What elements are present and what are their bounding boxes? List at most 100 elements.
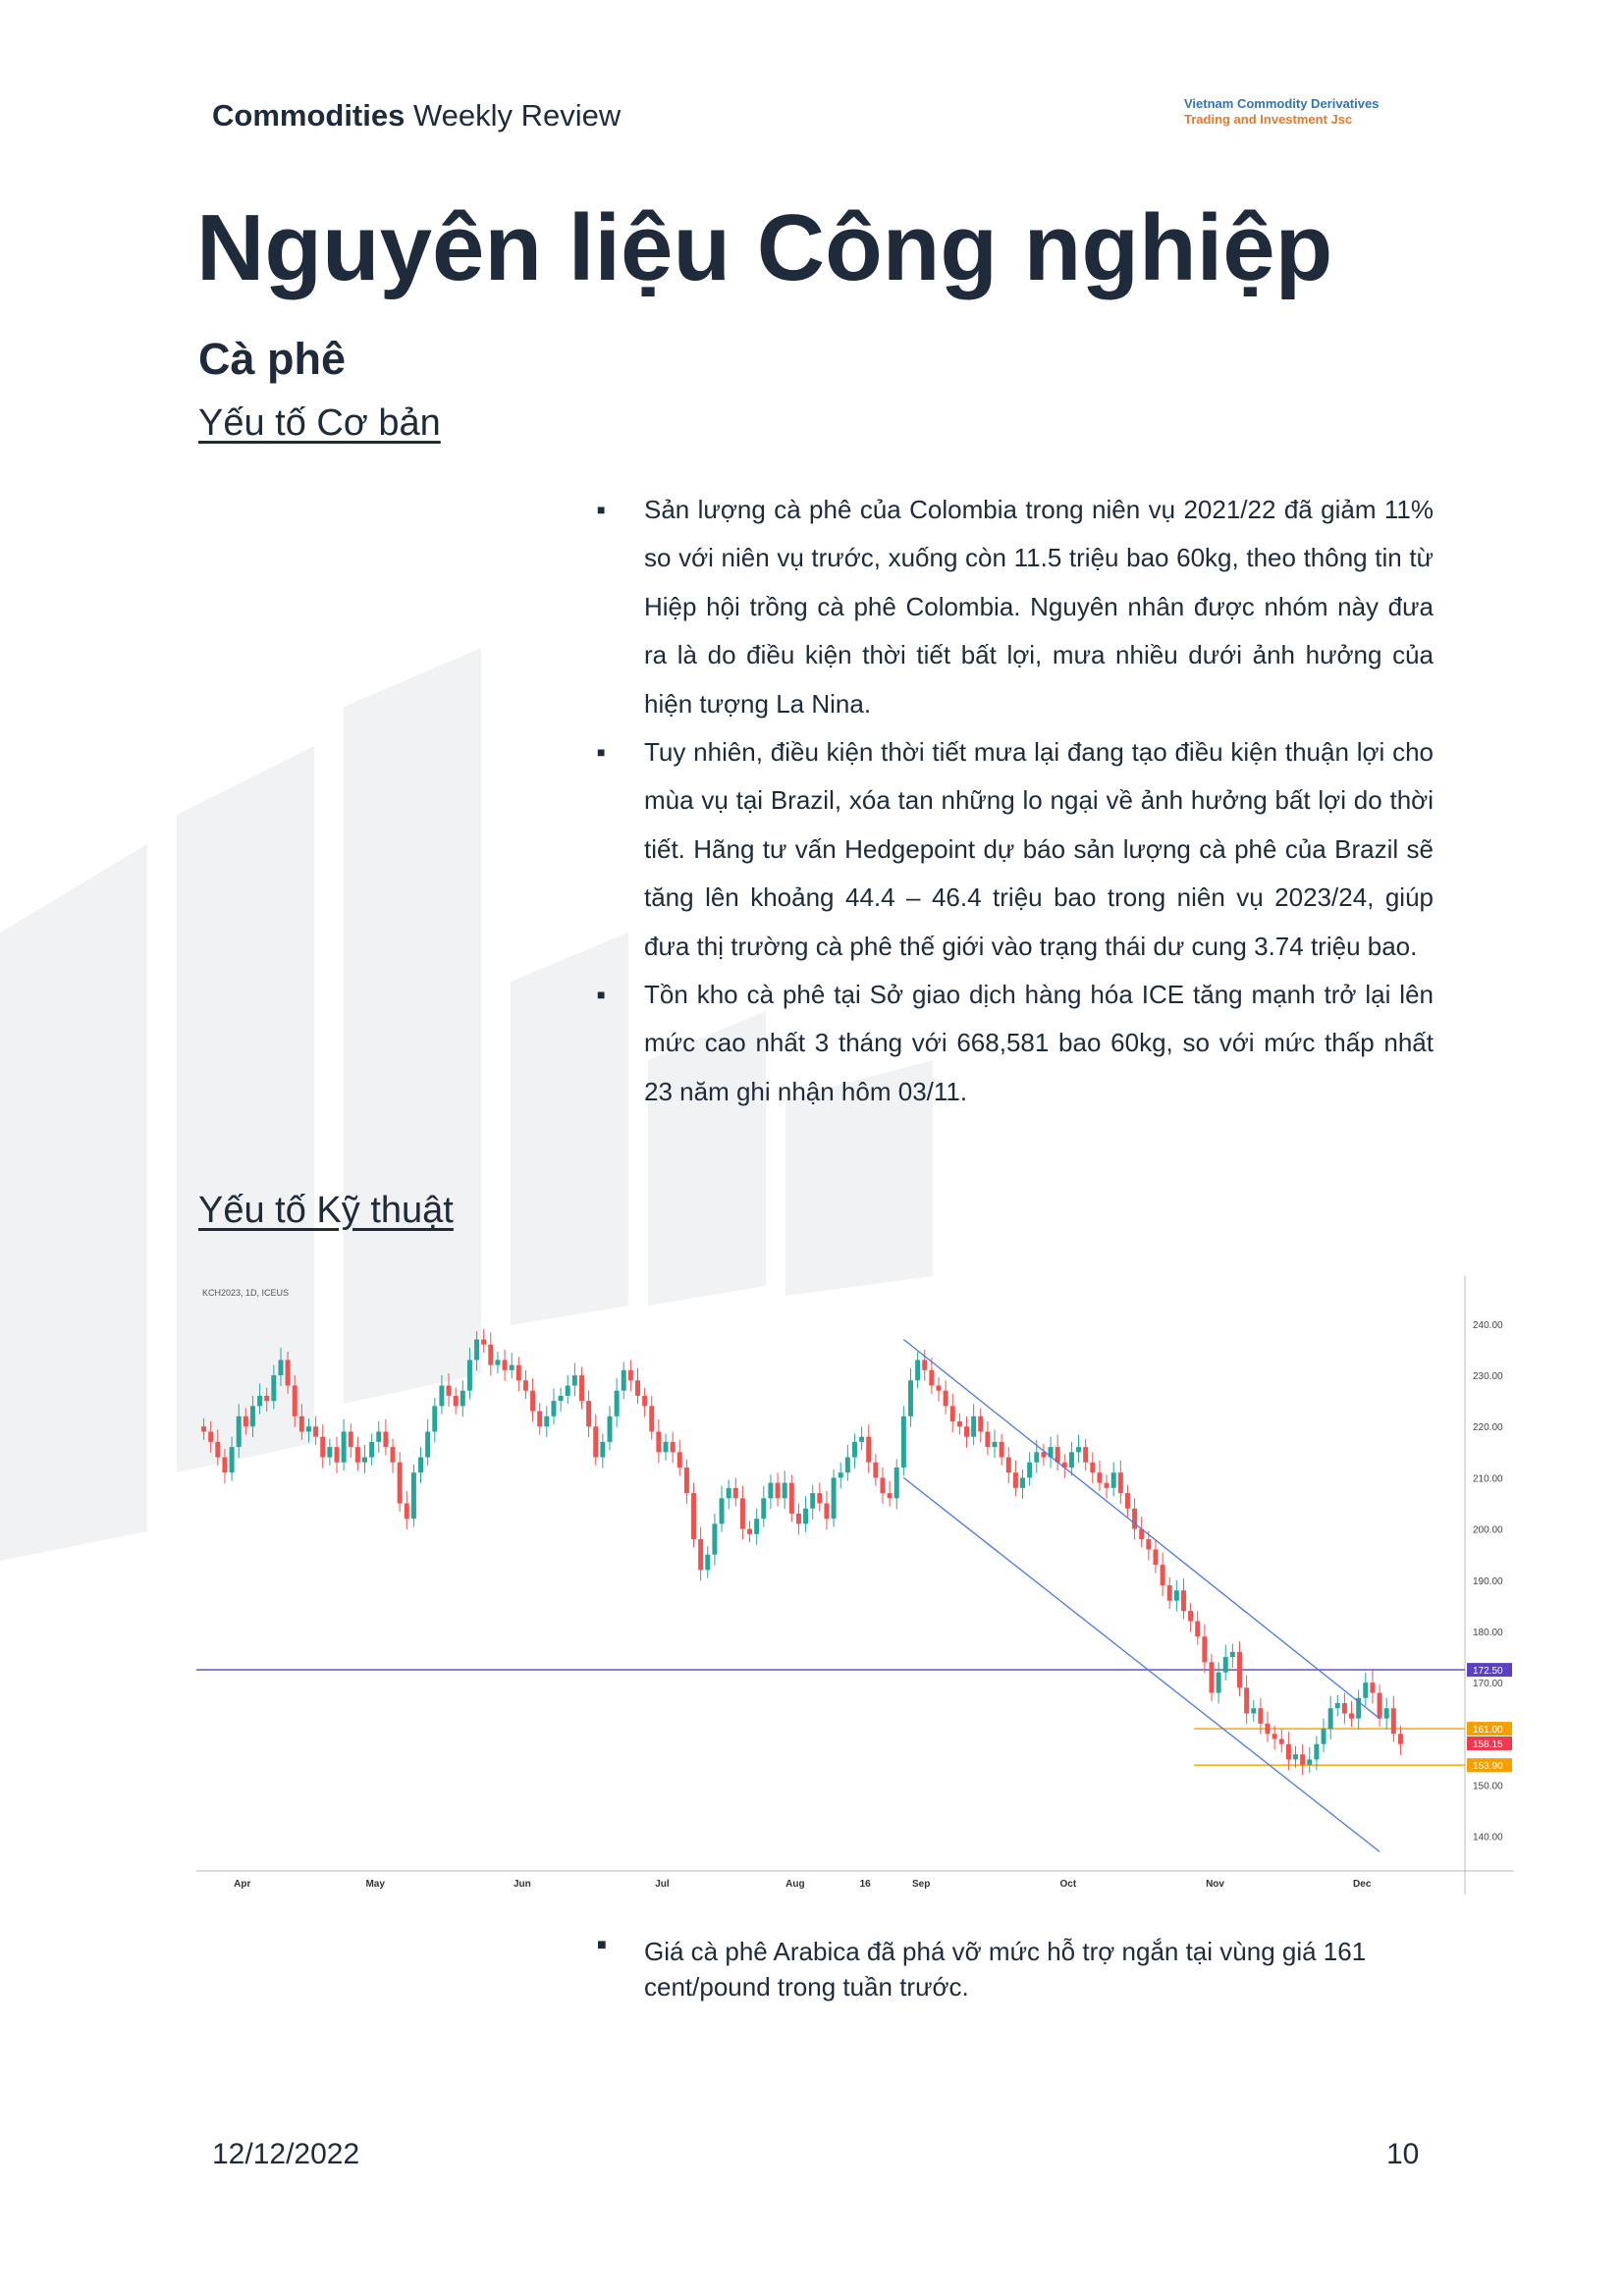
x-tick-label: May	[365, 1879, 385, 1890]
x-tick-label: Dec	[1353, 1879, 1372, 1890]
candle-body	[383, 1431, 389, 1448]
candle-body	[593, 1426, 599, 1458]
candle-body	[1090, 1462, 1096, 1473]
candle-body	[578, 1375, 584, 1402]
candle-body	[887, 1493, 893, 1499]
candle-body	[1027, 1462, 1033, 1478]
candle-body	[642, 1395, 648, 1407]
candle-body	[1132, 1508, 1138, 1529]
candle-body	[1327, 1708, 1333, 1730]
candle-body	[705, 1554, 711, 1571]
list-item: ■ Giá cà phê Arabica đã phá vỡ mức hỗ trợ…	[589, 1934, 1434, 2004]
candle-body	[502, 1360, 508, 1370]
candle-body	[565, 1385, 570, 1396]
candle-body	[900, 1415, 906, 1468]
candle-body	[404, 1503, 409, 1520]
candle-body	[1278, 1738, 1284, 1744]
candle-body	[1034, 1452, 1040, 1463]
candle-body	[1202, 1636, 1208, 1663]
candle-body	[1216, 1672, 1221, 1693]
candle-body	[1236, 1651, 1242, 1688]
header-title: Commodities Weekly Review	[212, 98, 621, 133]
candle-body	[509, 1364, 514, 1370]
candle-body	[305, 1426, 311, 1432]
candle-body	[208, 1431, 214, 1442]
heading-fundamental: Yếu tố Cơ bản	[198, 402, 441, 444]
candle-body	[1083, 1447, 1089, 1463]
candle-body	[354, 1447, 360, 1463]
candle-body	[1160, 1565, 1165, 1585]
candle-body	[747, 1528, 753, 1534]
x-tick-label: Oct	[1060, 1879, 1077, 1890]
candle-body	[1321, 1729, 1326, 1744]
candle-body	[1390, 1708, 1396, 1735]
candle-body	[1068, 1452, 1074, 1468]
candle-body	[1012, 1472, 1018, 1488]
candle-body	[1258, 1708, 1264, 1724]
candle-body	[844, 1457, 850, 1473]
candle-body	[376, 1431, 382, 1442]
y-tick-label: 220.00	[1473, 1422, 1503, 1433]
candle-body	[627, 1369, 633, 1381]
candle-body	[663, 1441, 669, 1453]
candle-body	[1153, 1549, 1159, 1566]
candle-body	[1041, 1452, 1047, 1458]
candle-body	[1061, 1462, 1067, 1468]
y-tick-label: 180.00	[1473, 1628, 1503, 1638]
candle-body	[893, 1467, 899, 1499]
candle-body	[1097, 1472, 1103, 1483]
candle-body	[460, 1390, 465, 1407]
candle-body	[1104, 1482, 1110, 1488]
x-tick-label: Aug	[785, 1879, 804, 1890]
candle-body	[425, 1431, 431, 1458]
candle-body	[1146, 1539, 1152, 1550]
price-chart: KCH2023, 1D, ICEUS 240.00 230.00 220.00 210…	[196, 1276, 1514, 1895]
candle-body	[1334, 1703, 1340, 1709]
candle-body	[544, 1415, 550, 1427]
candle-body	[327, 1447, 333, 1458]
bullet-icon: ■	[597, 502, 606, 517]
candle-body	[313, 1426, 319, 1437]
candle-body	[677, 1452, 682, 1468]
list-item: ■ Sản lượng cà phê của Colombia trong niê…	[589, 486, 1434, 728]
candle-body	[936, 1385, 942, 1391]
header-title-rest: Weekly Review	[405, 98, 622, 133]
candle-body	[831, 1477, 837, 1520]
candle-body	[466, 1360, 472, 1391]
candle-body	[243, 1415, 248, 1427]
candle-body	[739, 1498, 745, 1529]
candle-body	[634, 1380, 640, 1396]
candle-body	[1209, 1662, 1215, 1693]
candle-body	[754, 1519, 760, 1534]
candle-body	[915, 1360, 921, 1381]
y-tick-label: 140.00	[1473, 1833, 1503, 1843]
candle-body	[607, 1415, 613, 1442]
section-subtitle: Cà phê	[198, 334, 347, 384]
candle-body	[943, 1390, 948, 1407]
candle-body	[880, 1477, 886, 1494]
x-tick-label: Apr	[234, 1879, 250, 1890]
candlestick-chart-svg: KCH2023, 1D, ICEUS 240.00 230.00 220.00 210…	[196, 1276, 1514, 1895]
candle-body	[515, 1364, 521, 1381]
footer-date: 12/12/2022	[212, 2138, 360, 2170]
candle-body	[236, 1415, 242, 1448]
candle-body	[999, 1441, 1004, 1458]
candle-body	[649, 1406, 655, 1432]
candle-body	[481, 1339, 487, 1345]
bullet-text: Sản lượng cà phê của Colombia trong niên…	[644, 495, 1434, 719]
x-tick-label: 16	[860, 1879, 872, 1890]
channel-upper-line	[902, 1339, 1380, 1720]
bullet-text: Giá cà phê Arabica đã phá vỡ mức hỗ trợ …	[644, 1937, 1367, 2002]
x-tick-label: Nov	[1206, 1879, 1224, 1890]
candle-body	[1110, 1472, 1116, 1488]
candle-body	[222, 1457, 228, 1473]
candle-body	[1195, 1621, 1201, 1637]
candle-body	[1356, 1697, 1362, 1719]
bullet-icon: ■	[597, 1937, 607, 1953]
candle-body	[788, 1482, 794, 1514]
candle-body	[859, 1436, 865, 1442]
channel-lower-line	[902, 1476, 1380, 1852]
candle-body	[929, 1369, 935, 1386]
candle-body	[964, 1426, 970, 1437]
candle-body	[530, 1390, 536, 1412]
